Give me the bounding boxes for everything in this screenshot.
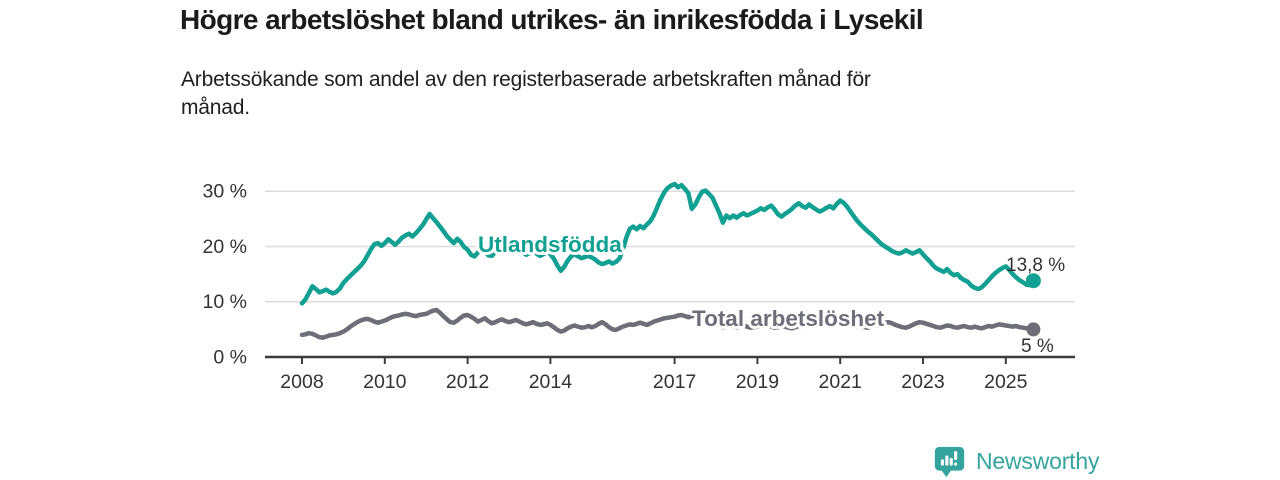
x-tick-label: 2008 [280, 371, 323, 393]
y-tick-label: 30 % [203, 181, 247, 203]
end-value-label-total: 5 % [1021, 336, 1054, 357]
y-tick-label: 0 % [213, 347, 247, 369]
newsworthy-wordmark: Newsworthy [976, 448, 1100, 474]
x-tick-label: 2019 [736, 371, 779, 393]
end-dot-1 [1026, 322, 1041, 337]
x-tick-label: 2012 [446, 371, 489, 393]
x-tick-label: 2014 [529, 371, 573, 393]
chart-annotations: Utlandsfödda Total arbetslöshet 13,8 % 5… [475, 229, 1065, 357]
series-label-utlandsfodda: Utlandsfödda [478, 232, 622, 257]
series-line-1 [299, 307, 1036, 340]
series-label-total-arbetsloshet: Total arbetslöshet [692, 306, 885, 331]
end-dot-0 [1025, 273, 1041, 289]
page-title: Högre arbetslöshet bland utrikes- än inr… [180, 4, 924, 35]
x-tick-label: 2010 [363, 371, 407, 393]
x-tick-label: 2025 [984, 371, 1028, 393]
chart-plot-area: 0 % 10 % 20 % 30 % 2008 2010 2012 2014 2017 2019 2… [203, 181, 1075, 393]
y-tick-label: 10 % [203, 291, 247, 313]
newsworthy-logo[interactable]: Newsworthy [933, 445, 1099, 478]
subtitle-line-2: månad. [181, 96, 250, 119]
y-tick-label: 20 % [203, 236, 247, 258]
chart-subtitle: Arbetssökande som andel av den registerb… [181, 66, 871, 122]
bar-chart-speech-bubble-icon [934, 446, 965, 478]
series-line-0 [299, 181, 1036, 306]
end-value-label-utlandsfodda: 13,8 % [1006, 255, 1065, 276]
subtitle-line-1: Arbetssökande som andel av den registerb… [181, 68, 871, 91]
x-tick-label: 2021 [819, 371, 862, 393]
x-tick-label: 2017 [653, 371, 696, 393]
x-tick-label: 2023 [901, 371, 944, 393]
